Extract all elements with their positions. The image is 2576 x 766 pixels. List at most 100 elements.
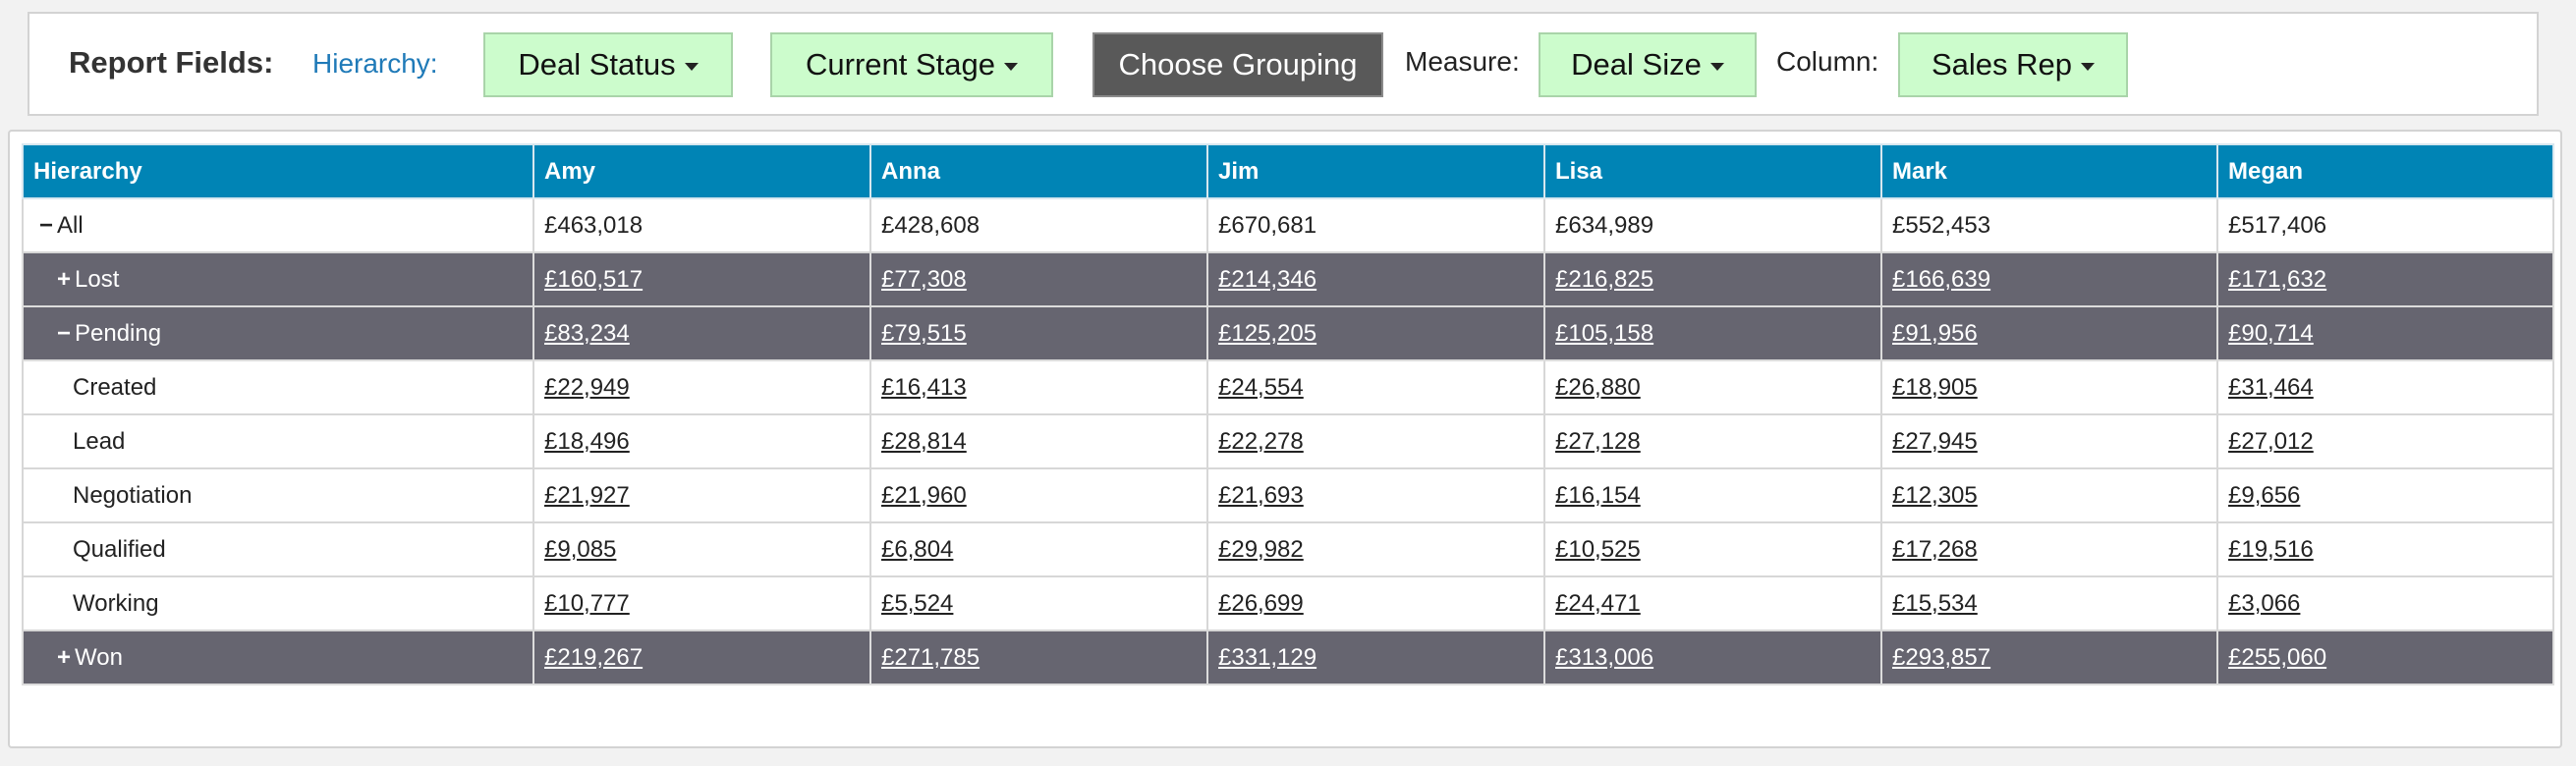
column-label: Column:	[1776, 46, 1879, 77]
value-link[interactable]: £5,524	[881, 589, 954, 617]
value-cell: £77,308	[869, 251, 1208, 307]
value-link[interactable]: £24,554	[1218, 373, 1304, 401]
value-cell: £17,268	[1880, 521, 2218, 577]
value-link[interactable]: £28,814	[881, 427, 967, 455]
table-row-pending: − Pending £83,234 £79,515 £125,205 £105,1…	[22, 305, 2554, 361]
value-cell: £26,699	[1206, 575, 1545, 631]
sales-rep-button-label: Sales Rep	[1931, 47, 2073, 82]
value-text: £463,018	[544, 211, 644, 239]
value-link[interactable]: £216,825	[1555, 265, 1654, 293]
value-link[interactable]: £21,927	[544, 481, 630, 509]
value-link[interactable]: £219,267	[544, 643, 644, 671]
value-link[interactable]: £255,060	[2228, 643, 2327, 671]
value-link[interactable]: £16,154	[1555, 481, 1641, 509]
value-link[interactable]: £6,804	[881, 535, 954, 563]
value-cell: £24,471	[1543, 575, 1882, 631]
value-link[interactable]: £83,234	[544, 319, 630, 347]
deal-status-button[interactable]: Deal Status	[483, 32, 733, 97]
value-link[interactable]: £331,129	[1218, 643, 1317, 671]
value-link[interactable]: £29,982	[1218, 535, 1304, 563]
value-cell: £216,825	[1543, 251, 1882, 307]
row-label-cell: − All	[22, 197, 534, 253]
choose-grouping-button[interactable]: Choose Grouping	[1092, 32, 1383, 97]
row-label-cell: + Lost	[22, 251, 534, 307]
collapse-icon[interactable]: −	[38, 211, 53, 239]
value-text: £428,608	[881, 211, 980, 239]
column-header-mark[interactable]: Mark	[1880, 143, 2218, 199]
table-header-row: Hierarchy Amy Anna Jim Lisa Mark Megan	[22, 143, 2554, 199]
value-link[interactable]: £19,516	[2228, 535, 2314, 563]
column-header-megan[interactable]: Megan	[2216, 143, 2554, 199]
value-link[interactable]: £3,066	[2228, 589, 2301, 617]
value-link[interactable]: £27,945	[1892, 427, 1978, 455]
column-header-lisa[interactable]: Lisa	[1543, 143, 1882, 199]
value-link[interactable]: £271,785	[881, 643, 980, 671]
value-link[interactable]: £22,949	[544, 373, 630, 401]
value-link[interactable]: £160,517	[544, 265, 644, 293]
row-label: Qualified	[73, 535, 166, 563]
caret-down-icon	[684, 63, 699, 71]
current-stage-button[interactable]: Current Stage	[770, 32, 1053, 97]
expand-icon[interactable]: +	[56, 265, 71, 293]
value-link[interactable]: £9,656	[2228, 481, 2301, 509]
column-header-jim[interactable]: Jim	[1206, 143, 1545, 199]
value-cell: £83,234	[532, 305, 871, 361]
hierarchy-link[interactable]: Hierarchy:	[312, 48, 438, 79]
value-link[interactable]: £125,205	[1218, 319, 1317, 347]
sales-rep-button[interactable]: Sales Rep	[1898, 32, 2128, 97]
value-link[interactable]: £90,714	[2228, 319, 2314, 347]
value-link[interactable]: £166,639	[1892, 265, 1991, 293]
value-link[interactable]: £91,956	[1892, 319, 1978, 347]
value-link[interactable]: £293,857	[1892, 643, 1991, 671]
value-link[interactable]: £26,699	[1218, 589, 1304, 617]
measure-label: Measure:	[1405, 46, 1520, 77]
value-cell: £18,496	[532, 413, 871, 469]
table-row-created: Created £22,949 £16,413 £24,554 £26,880 …	[22, 359, 2554, 415]
collapse-icon[interactable]: −	[56, 319, 71, 347]
value-link[interactable]: £9,085	[544, 535, 617, 563]
column-header-amy[interactable]: Amy	[532, 143, 871, 199]
value-link[interactable]: £171,632	[2228, 265, 2327, 293]
value-link[interactable]: £21,960	[881, 481, 967, 509]
value-cell: £331,129	[1206, 629, 1545, 685]
value-text: £517,406	[2228, 211, 2327, 239]
value-cell: £22,278	[1206, 413, 1545, 469]
value-cell: £214,346	[1206, 251, 1545, 307]
value-text: £634,989	[1555, 211, 1654, 239]
value-link[interactable]: £214,346	[1218, 265, 1317, 293]
value-cell: £9,656	[2216, 467, 2554, 523]
value-link[interactable]: £27,012	[2228, 427, 2314, 455]
row-label: Negotiation	[73, 481, 193, 509]
value-link[interactable]: £17,268	[1892, 535, 1978, 563]
value-link[interactable]: £31,464	[2228, 373, 2314, 401]
value-cell: £27,945	[1880, 413, 2218, 469]
deal-size-button[interactable]: Deal Size	[1539, 32, 1757, 97]
value-link[interactable]: £21,693	[1218, 481, 1304, 509]
value-link[interactable]: £10,525	[1555, 535, 1641, 563]
value-link[interactable]: £26,880	[1555, 373, 1641, 401]
value-link[interactable]: £18,905	[1892, 373, 1978, 401]
value-link[interactable]: £77,308	[881, 265, 967, 293]
value-link[interactable]: £10,777	[544, 589, 630, 617]
value-link[interactable]: £79,515	[881, 319, 967, 347]
deal-status-button-label: Deal Status	[518, 47, 676, 82]
row-label-cell: + Won	[22, 629, 534, 685]
value-cell: £293,857	[1880, 629, 2218, 685]
value-cell: £19,516	[2216, 521, 2554, 577]
value-cell: £22,949	[532, 359, 871, 415]
report-fields-label: Report Fields:	[69, 45, 274, 80]
value-link[interactable]: £18,496	[544, 427, 630, 455]
value-link[interactable]: £313,006	[1555, 643, 1654, 671]
value-cell: £26,880	[1543, 359, 1882, 415]
value-link[interactable]: £22,278	[1218, 427, 1304, 455]
expand-icon[interactable]: +	[56, 643, 71, 671]
value-link[interactable]: £27,128	[1555, 427, 1641, 455]
value-link[interactable]: £15,534	[1892, 589, 1978, 617]
table-row-working: Working £10,777 £5,524 £26,699 £24,471 £…	[22, 575, 2554, 631]
column-header-anna[interactable]: Anna	[869, 143, 1208, 199]
value-link[interactable]: £105,158	[1555, 319, 1654, 347]
value-link[interactable]: £24,471	[1555, 589, 1641, 617]
column-header-hierarchy[interactable]: Hierarchy	[22, 143, 534, 199]
value-link[interactable]: £12,305	[1892, 481, 1978, 509]
value-link[interactable]: £16,413	[881, 373, 967, 401]
